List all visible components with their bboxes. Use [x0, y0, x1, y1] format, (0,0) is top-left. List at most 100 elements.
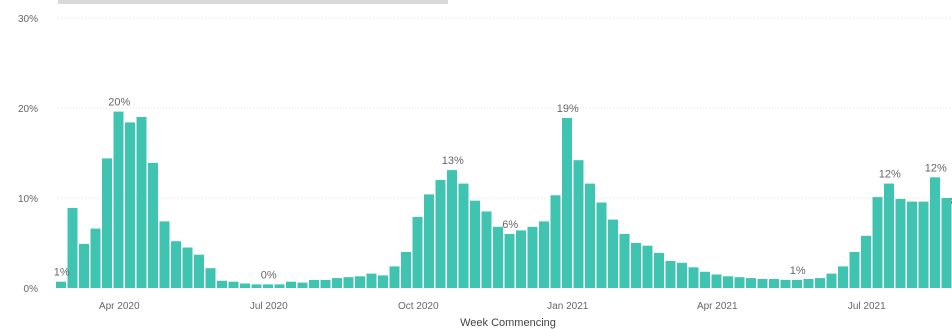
- bar: [872, 197, 883, 288]
- bar: [286, 281, 296, 288]
- data-label: 12%: [879, 169, 901, 181]
- bar: [803, 279, 814, 288]
- bar: [700, 271, 710, 288]
- data-label: 8%: [951, 196, 952, 208]
- bar: [194, 254, 204, 288]
- x-tick-label: Jul 2020: [250, 301, 288, 312]
- bar: [596, 202, 607, 288]
- x-tick-label: Jan 2021: [547, 301, 589, 312]
- gridlines: [58, 17, 950, 199]
- bar: [930, 177, 940, 288]
- bar: [240, 283, 250, 288]
- bar: [861, 235, 871, 288]
- bar: [125, 122, 135, 289]
- bar: [884, 183, 894, 288]
- x-tick-label: Jul 2021: [848, 301, 886, 312]
- bar: [251, 284, 262, 288]
- bar: [171, 241, 181, 288]
- y-axis-ticks: 0% 10% 20% 30%: [18, 14, 38, 295]
- bar: [205, 268, 216, 288]
- bar: [608, 219, 618, 288]
- data-label: 19%: [557, 103, 579, 115]
- bar: [619, 234, 630, 288]
- bar: [136, 117, 147, 288]
- bar: [102, 158, 112, 288]
- bar: [688, 267, 699, 288]
- bar: [355, 276, 365, 288]
- bar: [90, 228, 101, 288]
- data-labels: 1% 20% 0% 13% 6% 19% 1% 12% 12% 8%: [54, 97, 952, 282]
- bar: [67, 207, 78, 288]
- x-axis-ticks: Apr 2020 Jul 2020 Oct 2020 Jan 2021 Apr 2021…: [99, 301, 886, 312]
- bar: [527, 226, 538, 288]
- bar: [585, 183, 595, 288]
- bar: [424, 194, 434, 288]
- x-tick-label: Oct 2020: [398, 301, 439, 312]
- y-tick-label: 10%: [18, 194, 38, 205]
- bar: [941, 198, 952, 288]
- bar: [378, 275, 388, 288]
- data-label: 6%: [502, 219, 518, 231]
- bar: [665, 261, 676, 288]
- bar: [757, 279, 768, 288]
- bar: [918, 201, 929, 288]
- bar: [56, 281, 66, 288]
- bar: [826, 273, 837, 288]
- y-tick-label: 20%: [18, 104, 38, 115]
- bar: [711, 274, 722, 288]
- bar: [412, 216, 423, 288]
- bar: [677, 262, 687, 288]
- bar: [274, 284, 285, 288]
- bar: [504, 234, 515, 288]
- bar: [516, 230, 526, 288]
- bar: [159, 221, 170, 288]
- x-tick-label: Apr 2020: [99, 301, 140, 312]
- bar: [79, 243, 89, 288]
- bar: [573, 160, 584, 288]
- bar: [895, 198, 906, 288]
- bar: [562, 117, 572, 289]
- bar: [343, 277, 354, 288]
- bar: [113, 111, 124, 288]
- bar: [734, 277, 745, 288]
- bar: [182, 247, 193, 288]
- bar: [332, 278, 342, 288]
- bar: [389, 266, 400, 288]
- bar: [550, 195, 561, 288]
- bar: [309, 279, 319, 288]
- x-tick-label: Apr 2021: [697, 301, 738, 312]
- bar: [539, 221, 549, 288]
- bar: [769, 279, 779, 288]
- data-label: 12%: [925, 162, 947, 174]
- chart-title-remnant: [58, 0, 448, 4]
- bar: [838, 266, 848, 288]
- bar: [320, 279, 331, 288]
- bar: [148, 162, 158, 288]
- bar: [631, 243, 641, 288]
- bar: [815, 278, 825, 288]
- bar: [642, 245, 653, 288]
- bar: [746, 278, 756, 288]
- bar: [458, 183, 469, 288]
- data-label: 20%: [108, 97, 130, 109]
- data-label: 1%: [54, 267, 70, 279]
- x-axis-title: Week Commencing: [460, 317, 556, 329]
- bar: [447, 170, 457, 288]
- bar: [228, 281, 239, 288]
- data-label: 0%: [261, 269, 277, 281]
- bar: [401, 252, 411, 288]
- data-label: 1%: [790, 265, 806, 277]
- bar: [780, 279, 791, 288]
- y-tick-label: 0%: [24, 284, 39, 295]
- bar: [654, 252, 664, 288]
- bar: [493, 226, 503, 288]
- bar: [792, 279, 802, 288]
- bar: [470, 200, 480, 288]
- bar: [849, 252, 860, 288]
- bar: [435, 180, 446, 288]
- bar: [366, 273, 377, 288]
- bar: [217, 280, 227, 288]
- bar: [907, 201, 917, 288]
- bars: [56, 111, 952, 289]
